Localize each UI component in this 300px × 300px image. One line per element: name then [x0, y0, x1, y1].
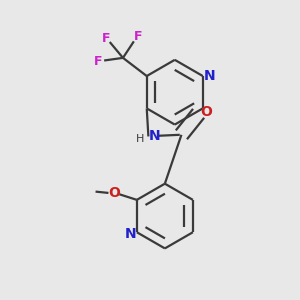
- Text: O: O: [200, 105, 212, 119]
- Text: H: H: [136, 134, 144, 144]
- Text: O: O: [108, 186, 120, 200]
- Text: F: F: [94, 55, 102, 68]
- Text: F: F: [134, 30, 142, 43]
- Text: N: N: [125, 227, 137, 241]
- Text: F: F: [102, 32, 111, 44]
- Text: N: N: [148, 130, 160, 143]
- Text: N: N: [204, 69, 216, 83]
